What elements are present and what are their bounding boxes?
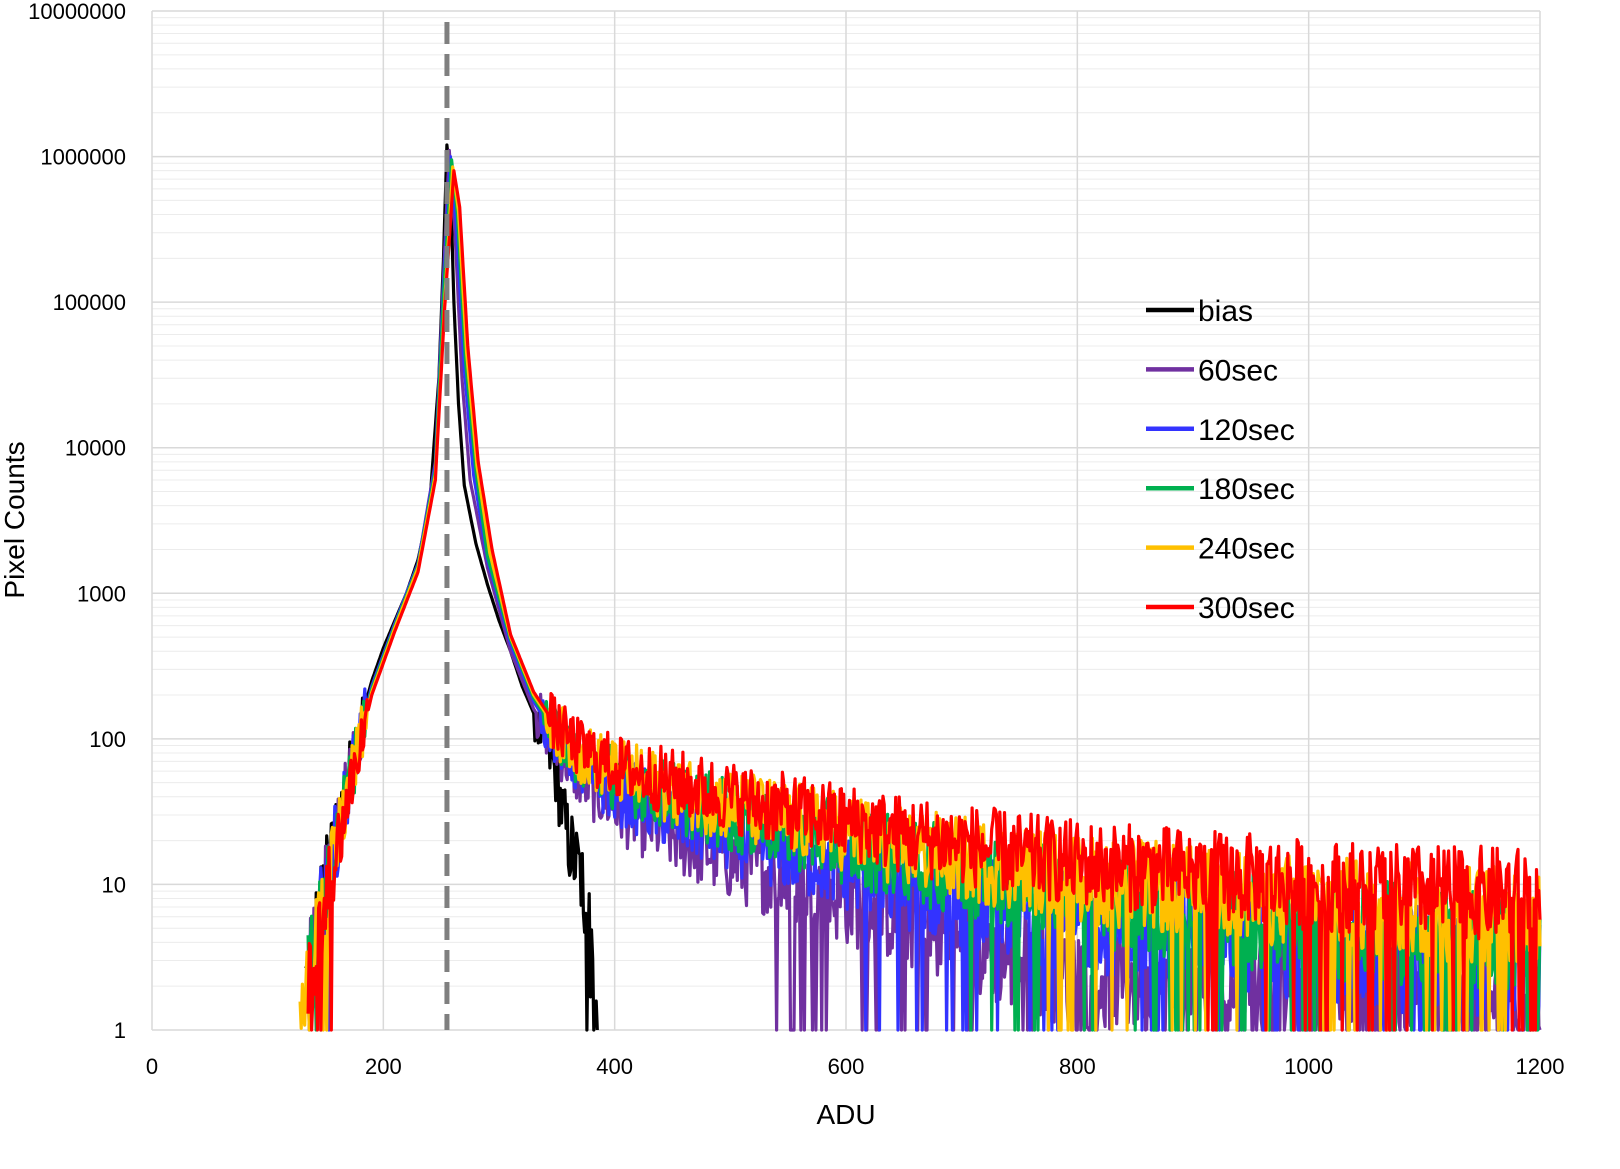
y-tick-label: 100: [89, 727, 126, 752]
legend-label-bias: bias: [1198, 295, 1253, 328]
x-axis-title: ADU: [816, 1099, 875, 1130]
series-line-300sec: [306, 169, 1542, 1032]
legend-label-300sec: 300sec: [1198, 592, 1295, 625]
y-tick-label: 1: [114, 1018, 126, 1043]
x-tick-label: 1200: [1516, 1054, 1565, 1079]
x-tick-label: 600: [828, 1054, 865, 1079]
legend-label-60sec: 60sec: [1198, 354, 1278, 387]
x-tick-label: 1000: [1284, 1054, 1333, 1079]
y-tick-label: 1000: [77, 581, 126, 606]
x-tick-label: 400: [596, 1054, 633, 1079]
x-tick-label: 800: [1059, 1054, 1096, 1079]
series-layer: [298, 143, 1542, 1032]
y-axis-title: Pixel Counts: [0, 441, 30, 598]
legend-label-240sec: 240sec: [1198, 533, 1295, 566]
y-tick-label: 10: [102, 872, 126, 897]
x-tick-labels: 0 200 400 600 800 1000 1200: [146, 1054, 1565, 1079]
legend-label-180sec: 180sec: [1198, 473, 1295, 506]
y-tick-labels: 1 10 100 1000 10000 100000 1000000 10000000: [28, 0, 126, 1043]
legend-label-120sec: 120sec: [1198, 414, 1295, 447]
y-tick-label: 100000: [53, 290, 126, 315]
y-tick-label: 10000: [65, 436, 126, 461]
y-tick-label: 10000000: [28, 0, 126, 24]
x-tick-label: 200: [365, 1054, 402, 1079]
legend: bias 60sec 120sec 180sec 240sec 300sec: [1146, 295, 1295, 625]
y-tick-label: 1000000: [40, 145, 126, 170]
x-tick-label: 0: [146, 1054, 158, 1079]
